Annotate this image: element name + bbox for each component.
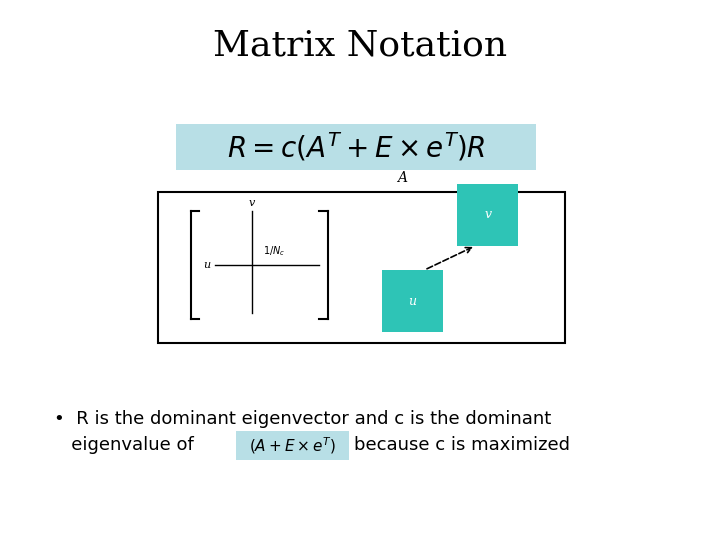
Bar [382, 270, 443, 332]
Text: $R = c(A^T + E \times e^T)R$: $R = c(A^T + E \times e^T)R$ [228, 131, 485, 164]
Text: u: u [408, 294, 416, 308]
Text: eigenvalue of: eigenvalue of [54, 436, 194, 455]
Text: v: v [249, 198, 255, 208]
Text: $(A+E\times e^T)$: $(A+E\times e^T)$ [249, 435, 336, 456]
Bar [158, 192, 565, 343]
Text: Matrix Notation: Matrix Notation [213, 29, 507, 63]
Bar [176, 124, 536, 170]
Text: u: u [203, 260, 210, 269]
Text: •  R is the dominant eigenvector and c is the dominant: • R is the dominant eigenvector and c is… [54, 409, 552, 428]
Bar [457, 184, 518, 246]
Bar [236, 431, 349, 460]
Text: $1/N_c$: $1/N_c$ [263, 244, 285, 258]
Text: A: A [397, 171, 408, 185]
Text: v: v [485, 208, 491, 221]
Text: because c is maximized: because c is maximized [354, 436, 570, 455]
